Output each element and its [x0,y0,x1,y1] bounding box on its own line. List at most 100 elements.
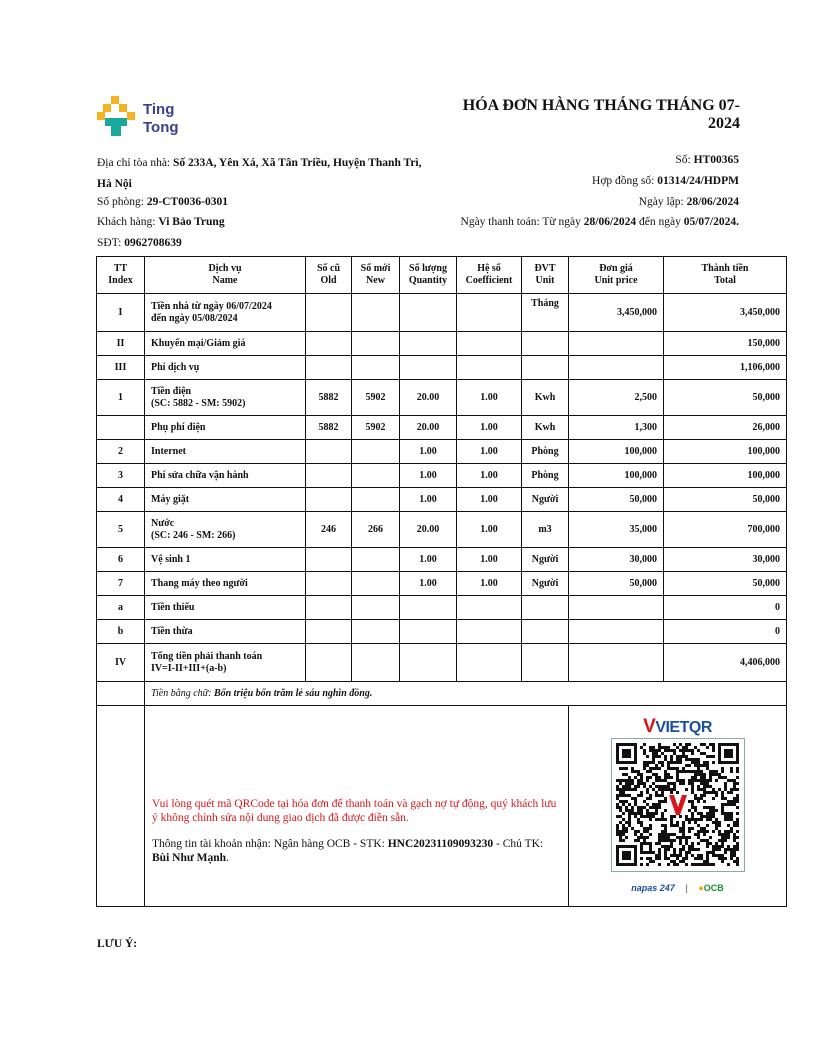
qr-module [651,805,655,809]
qr-module [693,763,697,767]
qr-module [708,742,712,746]
cell-name: Máy giặt [144,487,306,512]
column-header: Số cũ Old [305,256,352,294]
cell-old [305,439,352,464]
cell-unit [521,619,569,644]
qr-module [711,820,715,824]
qr-module [663,847,667,851]
qr-module [636,784,640,788]
qr-module [705,829,709,833]
qr-module [687,742,691,746]
qr-module [621,838,625,842]
qr-module [717,823,721,827]
qr-module [690,787,694,791]
qr-module [678,847,682,851]
qr-module [675,760,679,764]
header-vi: TT [113,263,128,274]
qr-module [669,757,673,761]
qr-module [627,793,631,797]
qr-module [657,778,661,782]
qr-module [627,784,631,788]
qr-module [672,787,676,791]
cell-new [351,463,400,488]
qr-module [663,787,667,791]
cell-price: 2,500 [568,379,664,416]
qr-module [630,787,634,791]
qr-module [654,766,658,770]
cell-idx: IV [96,643,145,682]
qr-module [699,862,703,866]
qr-module [672,742,676,746]
qr-module [618,793,622,797]
qr-module [648,805,652,809]
qr-module [705,790,709,794]
qr-module [666,781,670,785]
table-row: 6 Vệ sinh 1 1.00 1.00 Người 30,000 30,000 [96,547,787,572]
qr-module [729,817,733,821]
qr-module [726,862,730,866]
qr-module [657,748,661,752]
qr-module [648,844,652,848]
qr-module [642,805,646,809]
qr-module [732,835,736,839]
qr-module [621,748,631,758]
qr-module [627,811,631,815]
qr-module [675,772,679,776]
cell-name: Phí sửa chữa vận hành [144,463,306,488]
qr-module [636,769,640,773]
qr-module [633,796,637,800]
qr-module [687,847,691,851]
qr-module [678,778,682,782]
qr-module [681,769,685,773]
qr-module [657,835,661,839]
qr-module [663,799,667,803]
qr-module [714,820,718,824]
qr-module [708,841,712,845]
phone-label: SĐT: [97,237,122,249]
qr-module [699,787,703,791]
qr-module [669,817,673,821]
qr-module [735,769,739,773]
room-value: 29-CT0036-0301 [146,196,228,208]
qr-module [693,772,697,776]
qr-module [690,748,694,752]
qr-module [690,769,694,773]
cell-idx: 7 [96,571,145,596]
qr-module [663,826,667,830]
qr-module [627,808,631,812]
qr-module [717,844,721,848]
qr-module [633,832,637,836]
qr-module [651,745,655,749]
qr-module [657,760,661,764]
cell-unit [521,355,569,380]
qr-module [648,856,652,860]
qr-module [642,751,646,755]
qr-module [657,841,661,845]
qr-module [678,829,682,833]
qr-module [678,757,682,761]
qr-module [687,850,691,854]
service-name: Tiền thiếu [151,601,195,613]
qr-module [711,805,715,809]
qr-module [663,850,667,854]
qr-module [711,787,715,791]
phone-value: 0962708639 [124,237,182,249]
qr-module [618,781,622,785]
cell-new [351,355,400,380]
number-value: HT00365 [693,154,739,166]
qr-module [669,766,673,770]
qr-module [669,775,673,779]
qr-code[interactable] [610,737,745,872]
cell-old [305,293,352,332]
qr-module [615,787,619,791]
qr-module [636,805,640,809]
cell-coef: 1.00 [456,379,522,416]
qr-module [645,769,649,773]
qr-module [735,829,739,833]
cell-idx: I [96,293,145,332]
qr-module [714,793,718,797]
qr-module [642,766,646,770]
qr-module [633,775,637,779]
account-info: Thông tin tài khoản nhận: Ngân hàng OCB … [152,838,544,864]
qr-module [681,820,685,824]
